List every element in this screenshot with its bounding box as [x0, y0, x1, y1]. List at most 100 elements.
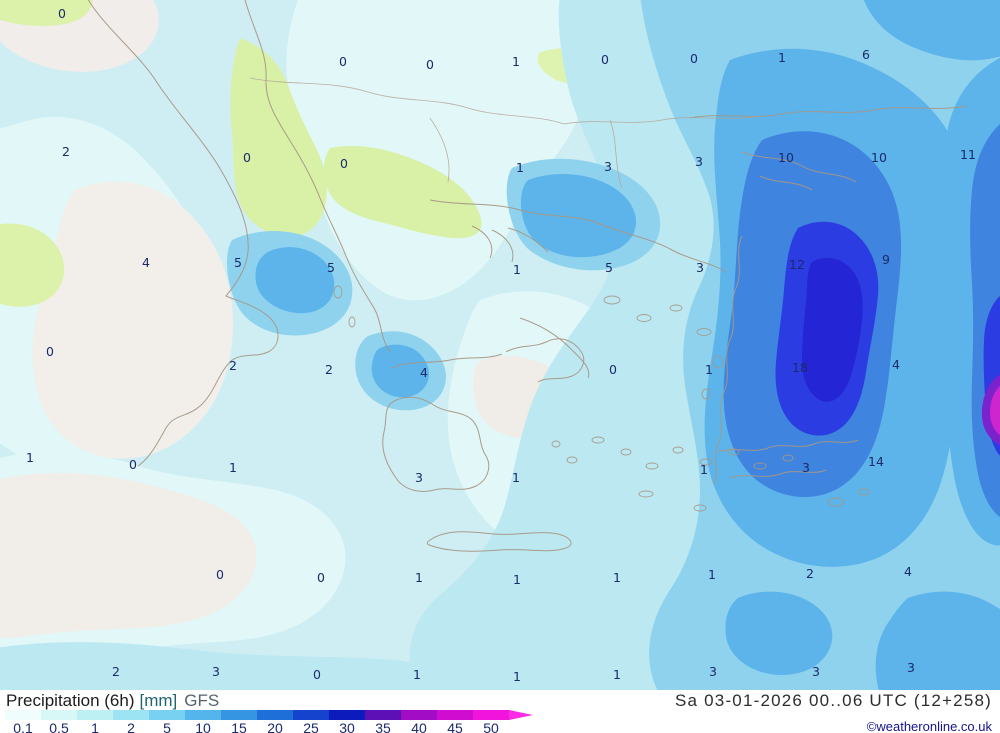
- island-outline: [672, 446, 684, 454]
- contour-region-green: [0, 0, 93, 27]
- map-values-layer: 00 0 1 0 0 1 62 0 0 1 3 3 10 10 114 5 5 1 5 3 12 902 2 4 0 1 18 41 0…: [26, 6, 976, 684]
- title-model: GFS: [184, 691, 220, 710]
- map-value: 9: [882, 252, 890, 267]
- map-value: 4: [420, 365, 428, 380]
- legend-segment: [293, 710, 329, 720]
- map-value: 1: [700, 462, 708, 477]
- island-outline: [782, 454, 794, 462]
- country-borders: [249, 77, 761, 189]
- legend-tick-label: 40: [411, 720, 427, 733]
- contour-region-dry: [0, 472, 257, 639]
- copyright-link[interactable]: ©weatheronline.co.uk: [866, 719, 992, 733]
- map-value: 3: [695, 154, 703, 169]
- island-outline: [636, 314, 652, 322]
- legend-tick-label: 45: [447, 720, 463, 733]
- island-outline: [699, 458, 713, 466]
- contour-region: [286, 0, 590, 301]
- legend-segment: [437, 710, 473, 720]
- map-value: 0: [243, 150, 251, 165]
- map-value: 1: [613, 667, 621, 682]
- coast-attica-euboea: [505, 317, 590, 383]
- map-title: Precipitation (6h) [mm] GFS: [6, 691, 219, 711]
- map-value: 1: [512, 470, 520, 485]
- coast-north-aegean: [429, 199, 727, 273]
- border-line: [429, 117, 450, 183]
- map-value: 1: [778, 50, 786, 65]
- contour-region: [802, 257, 863, 402]
- legend-ticks: 0.1 0.5 1 2 5 10 15 20 25 30 35 40 45 50: [5, 720, 509, 733]
- border-line: [563, 115, 761, 125]
- island-outline: [857, 488, 871, 496]
- title-unit: [mm]: [139, 691, 178, 710]
- coast-anatolia-west: [713, 235, 743, 485]
- legend-tick-label: 25: [303, 720, 319, 733]
- island-outlines: [333, 285, 871, 512]
- map-value: 4: [892, 357, 900, 372]
- datetime-label: Sa 03-01-2026 00..06 UTC (12+258): [675, 691, 992, 710]
- legend-tick-label: 0.5: [49, 720, 69, 733]
- island-outline: [669, 304, 683, 312]
- legend-tick-label: 35: [375, 720, 391, 733]
- map-value: 1: [513, 262, 521, 277]
- coast-crete: [426, 531, 572, 552]
- map-value: 10: [871, 150, 887, 165]
- contour-region: [0, 642, 444, 690]
- map-value: 3: [604, 159, 612, 174]
- legend: 0.1 0.5 1 2 5 10 15 20 25 30 35 40 45 50: [5, 710, 1000, 733]
- footer-bar: Precipitation (6h) [mm] GFS Sa 03-01-2026 …: [0, 690, 1000, 733]
- coast-marmara: [741, 151, 857, 191]
- legend-segment: [41, 710, 77, 720]
- map-value: 18: [792, 360, 808, 375]
- map-value: 0: [609, 362, 617, 377]
- legend-tick-label: 0.1: [13, 720, 33, 733]
- map-value: 2: [325, 362, 333, 377]
- coast-peloponnese: [382, 396, 490, 492]
- map-value: 1: [513, 669, 521, 684]
- legend-tick-label: 15: [231, 720, 247, 733]
- legend-segment: [113, 710, 149, 720]
- legend-segment: [365, 710, 401, 720]
- map-value: 0: [340, 156, 348, 171]
- island-outline: [645, 462, 659, 470]
- border-line: [609, 119, 623, 189]
- map-value: 0: [339, 54, 347, 69]
- legend-segment: [329, 710, 365, 720]
- precip-contours: [0, 0, 1000, 690]
- legend-segment: [185, 710, 221, 720]
- island-outline: [566, 456, 578, 464]
- map-value: 0: [216, 567, 224, 582]
- precipitation-map: 0 0 0 1 0 0 1 6 2 0 0 1 3 3 10 10 11 4 5 5 1 5 3 12 9 0 2 2 4 0 1 18 4 1 0…: [0, 0, 1000, 690]
- legend-segment: [257, 710, 293, 720]
- legend-tick-label: 50: [483, 720, 499, 733]
- map-canvas: 00 0 1 0 0 1 62 0 0 1 3 3 10 10 114 5 5 1 5 3 12 902 2 4 0 1 18 41 0…: [0, 0, 1000, 690]
- footer-legend-row: 0.1 0.5 1 2 5 10 15 20 25 30 35 40 45 50 ©weatheronli…: [0, 710, 1000, 733]
- map-value: 1: [413, 667, 421, 682]
- legend-colorbar: [5, 710, 533, 720]
- footer-title-row: Precipitation (6h) [mm] GFS Sa 03-01-2026 …: [0, 690, 1000, 710]
- legend-tick-label: 2: [127, 720, 135, 733]
- map-value: 14: [868, 454, 884, 469]
- map-value: 0: [58, 6, 66, 21]
- contour-region: [863, 0, 1000, 61]
- legend-tick-label: 10: [195, 720, 211, 733]
- map-value: 1: [708, 567, 716, 582]
- map-value: 3: [709, 664, 717, 679]
- contour-region: [371, 344, 429, 398]
- coast-chalkidiki: [471, 225, 549, 263]
- island-outline: [638, 490, 654, 498]
- map-value: 3: [696, 260, 704, 275]
- map-value: 3: [907, 660, 915, 675]
- island-outline: [693, 504, 707, 512]
- title-parameter: Precipitation (6h): [6, 691, 135, 710]
- contour-region: [725, 591, 833, 676]
- legend-segment: [221, 710, 257, 720]
- map-value: 5: [327, 260, 335, 275]
- legend-tick-label: 20: [267, 720, 283, 733]
- map-value: 1: [513, 572, 521, 587]
- contour-region: [990, 385, 1000, 436]
- contour-region-green: [323, 145, 482, 239]
- map-value: 2: [806, 566, 814, 581]
- contour-region: [255, 247, 335, 314]
- island-outline: [551, 440, 561, 448]
